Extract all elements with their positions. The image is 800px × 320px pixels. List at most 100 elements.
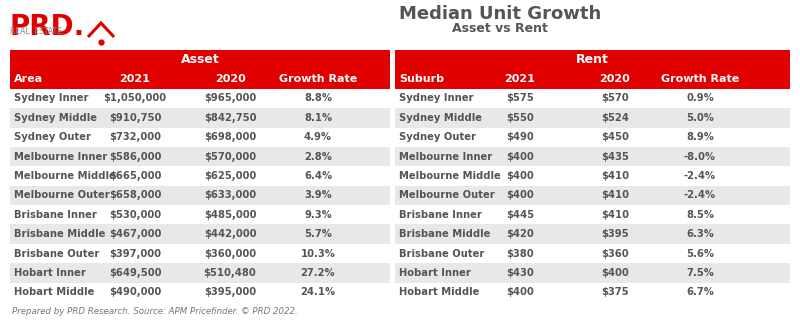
Text: $395: $395 [601, 229, 629, 239]
Text: $435: $435 [601, 152, 629, 162]
Text: Sydney Outer: Sydney Outer [14, 132, 91, 142]
Text: $360,000: $360,000 [204, 249, 256, 259]
Bar [10, 166, 390, 186]
Text: 5.7%: 5.7% [304, 229, 332, 239]
Text: 8.5%: 8.5% [686, 210, 714, 220]
Text: $570,000: $570,000 [204, 152, 256, 162]
Text: 2.8%: 2.8% [304, 152, 332, 162]
Text: $360: $360 [601, 249, 629, 259]
Text: 2020: 2020 [214, 74, 246, 84]
Bar [395, 186, 790, 205]
Text: $550: $550 [506, 113, 534, 123]
Text: 5.0%: 5.0% [686, 113, 714, 123]
Bar [10, 224, 390, 244]
Text: $375: $375 [601, 287, 629, 297]
Text: $698,000: $698,000 [204, 132, 256, 142]
Text: $485,000: $485,000 [204, 210, 256, 220]
Text: 4.9%: 4.9% [304, 132, 332, 142]
Bar [395, 69, 790, 89]
Bar [395, 147, 790, 166]
Text: Sydney Inner: Sydney Inner [14, 93, 89, 103]
Text: Area: Area [14, 74, 43, 84]
Text: 10.3%: 10.3% [301, 249, 335, 259]
Text: Sydney Outer: Sydney Outer [399, 132, 476, 142]
Text: Hobart Middle: Hobart Middle [14, 287, 94, 297]
Text: Sydney Middle: Sydney Middle [399, 113, 482, 123]
Text: Growth Rate: Growth Rate [279, 74, 357, 84]
Text: $395,000: $395,000 [204, 287, 256, 297]
Text: -2.4%: -2.4% [684, 190, 716, 200]
Text: 6.7%: 6.7% [686, 287, 714, 297]
Bar [10, 186, 390, 205]
Text: Brisbane Inner: Brisbane Inner [399, 210, 482, 220]
Text: Median Unit Growth: Median Unit Growth [399, 5, 601, 23]
Text: 6.4%: 6.4% [304, 171, 332, 181]
Bar [395, 128, 790, 147]
Text: $420: $420 [506, 229, 534, 239]
Text: $400: $400 [506, 190, 534, 200]
Bar [395, 283, 790, 302]
Text: $400: $400 [506, 152, 534, 162]
Text: Prepared by PRD Research. Source: APM Pricefinder. © PRD 2022.: Prepared by PRD Research. Source: APM Pr… [12, 307, 298, 316]
Bar [10, 147, 390, 166]
Bar [395, 244, 790, 263]
Bar [10, 128, 390, 147]
Bar [395, 166, 790, 186]
Bar [395, 50, 790, 69]
Text: $1,050,000: $1,050,000 [103, 93, 166, 103]
Text: Asset: Asset [181, 53, 219, 66]
Text: Asset vs Rent: Asset vs Rent [452, 22, 548, 35]
Text: $910,750: $910,750 [109, 113, 161, 123]
Text: $625,000: $625,000 [204, 171, 256, 181]
Bar [395, 224, 790, 244]
Text: 8.9%: 8.9% [686, 132, 714, 142]
Text: $575: $575 [506, 93, 534, 103]
Bar [10, 283, 390, 302]
Bar [10, 50, 390, 69]
Text: Melbourne Middle: Melbourne Middle [399, 171, 501, 181]
Text: $658,000: $658,000 [109, 190, 161, 200]
Text: Hobart Inner: Hobart Inner [14, 268, 86, 278]
Text: $445: $445 [506, 210, 534, 220]
Text: $633,000: $633,000 [204, 190, 256, 200]
Text: 0.9%: 0.9% [686, 93, 714, 103]
Bar [395, 89, 790, 108]
Text: Melbourne Inner: Melbourne Inner [399, 152, 492, 162]
Text: $410: $410 [601, 171, 629, 181]
Text: Brisbane Outer: Brisbane Outer [14, 249, 99, 259]
Text: $490,000: $490,000 [109, 287, 161, 297]
Text: 2021: 2021 [119, 74, 150, 84]
Text: $410: $410 [601, 210, 629, 220]
Text: 8.1%: 8.1% [304, 113, 332, 123]
Text: $442,000: $442,000 [204, 229, 256, 239]
Text: 2020: 2020 [600, 74, 630, 84]
Text: Melbourne Outer: Melbourne Outer [14, 190, 110, 200]
Text: Growth Rate: Growth Rate [661, 74, 739, 84]
Text: Sydney Inner: Sydney Inner [399, 93, 474, 103]
Text: 3.9%: 3.9% [304, 190, 332, 200]
Text: Hobart Inner: Hobart Inner [399, 268, 471, 278]
Text: Hobart Middle: Hobart Middle [399, 287, 479, 297]
Text: PRD.: PRD. [10, 13, 86, 41]
Text: $410: $410 [601, 190, 629, 200]
Bar [10, 244, 390, 263]
Text: Brisbane Inner: Brisbane Inner [14, 210, 97, 220]
Text: $510,480: $510,480 [204, 268, 256, 278]
Text: Brisbane Outer: Brisbane Outer [399, 249, 484, 259]
Bar [10, 205, 390, 224]
Text: 27.2%: 27.2% [301, 268, 335, 278]
Text: REAL  ESTATE: REAL ESTATE [10, 27, 62, 36]
Text: -2.4%: -2.4% [684, 171, 716, 181]
Text: 6.3%: 6.3% [686, 229, 714, 239]
Text: $400: $400 [506, 287, 534, 297]
Text: 8.8%: 8.8% [304, 93, 332, 103]
Text: 24.1%: 24.1% [301, 287, 335, 297]
Text: Brisbane Middle: Brisbane Middle [399, 229, 490, 239]
Text: $842,750: $842,750 [204, 113, 256, 123]
Text: Suburb: Suburb [399, 74, 444, 84]
Text: $965,000: $965,000 [204, 93, 256, 103]
Text: Melbourne Inner: Melbourne Inner [14, 152, 107, 162]
Text: 5.6%: 5.6% [686, 249, 714, 259]
Text: 2021: 2021 [505, 74, 535, 84]
Text: $467,000: $467,000 [109, 229, 161, 239]
